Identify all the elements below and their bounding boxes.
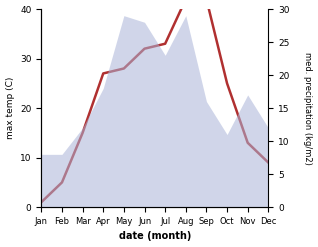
Y-axis label: med. precipitation (kg/m2): med. precipitation (kg/m2) <box>303 52 313 165</box>
X-axis label: date (month): date (month) <box>119 231 191 242</box>
Y-axis label: max temp (C): max temp (C) <box>5 77 15 139</box>
